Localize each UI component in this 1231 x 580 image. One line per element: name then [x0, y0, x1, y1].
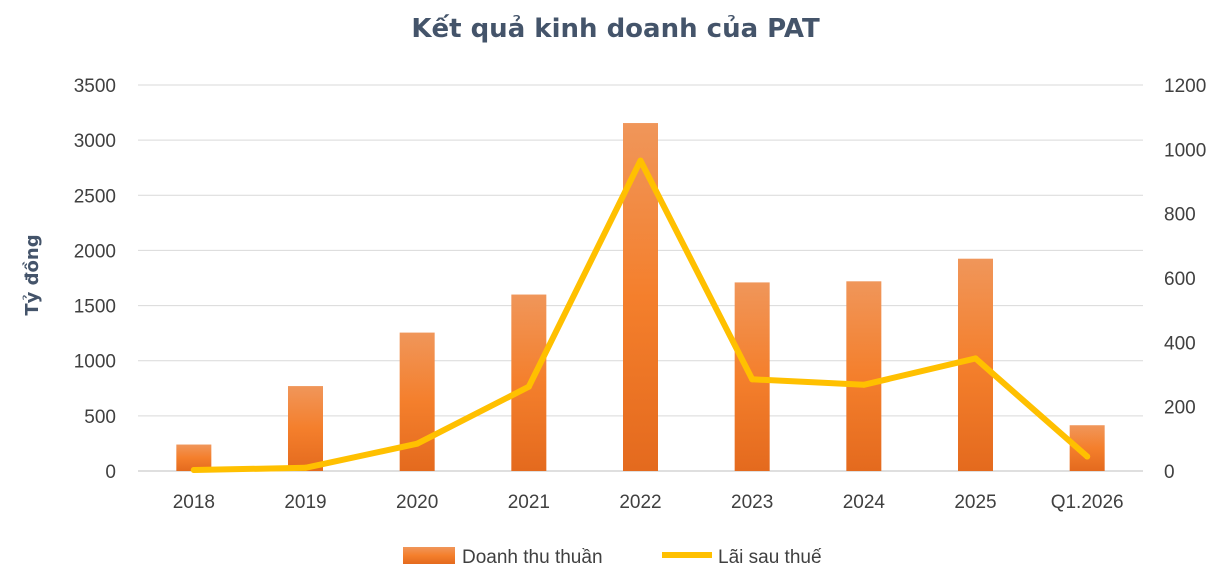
y2-tick-label: 1000: [1164, 140, 1206, 161]
legend-label-line: Lãi sau thuế: [718, 547, 822, 568]
bar: [399, 332, 435, 471]
bar: [176, 444, 212, 471]
y2-tick-label: 400: [1164, 333, 1196, 354]
y-tick-label: 3500: [74, 76, 116, 97]
y2-tick-label: 1200: [1164, 76, 1206, 97]
line-point: [860, 381, 867, 388]
line-point: [190, 467, 197, 474]
line-point: [302, 464, 309, 471]
bar: [958, 258, 993, 471]
x-tick-label: 2020: [396, 492, 438, 513]
x-tick-label: 2018: [173, 492, 215, 513]
x-tick-label: Q1.2026: [1051, 492, 1124, 513]
line-point: [525, 383, 532, 390]
y-tick-label: 3000: [74, 131, 116, 152]
bar: [623, 123, 658, 471]
bar-series: [176, 123, 1105, 471]
x-tick-label: 2025: [954, 492, 996, 513]
y2-tick-label: 800: [1164, 205, 1196, 226]
x-tick-label: 2019: [284, 492, 326, 513]
legend: Doanh thu thuần Lãi sau thuế: [403, 547, 822, 568]
y-tick-label: 1000: [74, 352, 116, 373]
x-tick-label: 2021: [508, 492, 550, 513]
line-point: [1084, 453, 1091, 460]
axis-labels: 0 500 1000 1500 2000 2500 3000 3500 0 200 400 600 80…: [74, 76, 1207, 513]
y-tick-label: 0: [105, 462, 116, 483]
y2-tick-label: 0: [1164, 462, 1175, 483]
line-point: [972, 355, 979, 362]
y-tick-label: 1500: [74, 297, 116, 318]
x-tick-label: 2023: [731, 492, 773, 513]
line-point: [749, 376, 756, 383]
y-tick-label: 2500: [74, 186, 116, 207]
line-series: [190, 157, 1091, 474]
y-tick-label: 500: [84, 407, 116, 428]
y2-tick-label: 600: [1164, 269, 1196, 290]
y-axis-title: Tỷ đồng: [22, 234, 43, 315]
line-point: [637, 157, 644, 164]
line-point: [414, 440, 421, 447]
y2-tick-label: 200: [1164, 398, 1196, 419]
bar: [288, 386, 323, 471]
legend-swatch-bar: [403, 547, 455, 564]
y-tick-label: 2000: [74, 241, 116, 262]
chart-title: Kết quả kinh doanh của PAT: [411, 14, 820, 44]
bar: [846, 281, 882, 471]
x-tick-label: 2022: [619, 492, 661, 513]
x-tick-label: 2024: [843, 492, 886, 513]
legend-label-bar: Doanh thu thuần: [462, 547, 603, 568]
